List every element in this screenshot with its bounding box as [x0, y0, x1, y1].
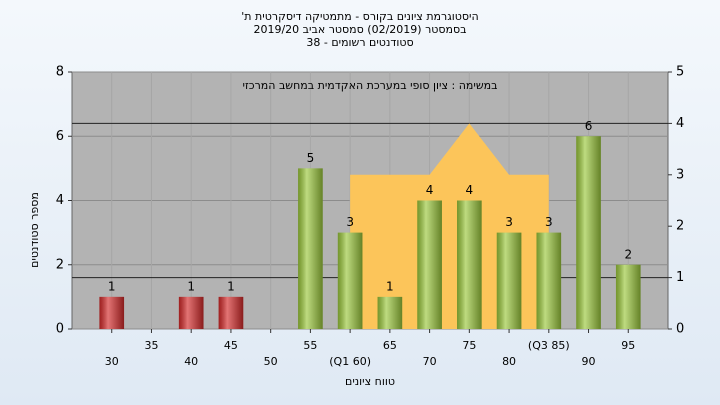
- bar-shade: [536, 232, 562, 329]
- data-label: 4: [466, 183, 474, 197]
- bar-shade: [377, 296, 403, 329]
- data-label: 1: [227, 279, 235, 293]
- x-axis-label: טווח ציונים: [345, 375, 395, 388]
- y-tick-label: 2: [56, 257, 64, 272]
- y-tick-label: 0: [56, 322, 64, 337]
- bar-shade: [457, 200, 482, 329]
- bar-shade: [178, 296, 204, 329]
- x-tick-label: (Q1 60): [329, 355, 371, 368]
- chart-title: היסטוגרמת ציונים בקורס - מתמטיקה דיסקרטי…: [241, 10, 478, 23]
- bar-shade: [337, 232, 363, 329]
- data-label: 2: [624, 247, 632, 261]
- annotation: במשימה : ציון סופי במערכת האקדמית במחשב …: [243, 79, 498, 92]
- y2-tick-label: 5: [676, 65, 684, 80]
- y-tick-label: 4: [56, 193, 64, 208]
- y-tick-label: 8: [56, 65, 64, 80]
- x-tick-label: 45: [224, 339, 238, 352]
- x-tick-label: 30: [105, 355, 119, 368]
- x-tick-label: 75: [462, 339, 476, 352]
- x-tick-label: 40: [184, 355, 198, 368]
- bar-shade: [218, 296, 244, 329]
- x-tick-label: 50: [264, 355, 278, 368]
- data-label: 3: [346, 215, 354, 229]
- x-tick-label: 90: [582, 355, 596, 368]
- bar-shade: [615, 264, 641, 329]
- bar-shade: [298, 168, 323, 329]
- bar-shade: [496, 232, 522, 329]
- y2-tick-label: 0: [676, 322, 684, 337]
- x-tick-label: 55: [303, 339, 317, 352]
- x-tick-label: 70: [423, 355, 437, 368]
- data-label: 3: [505, 215, 513, 229]
- x-tick-label: 35: [144, 339, 158, 352]
- bar-shade: [99, 296, 125, 329]
- x-tick-label: 95: [621, 339, 635, 352]
- data-label: 6: [585, 119, 593, 133]
- y2-tick-label: 4: [676, 116, 684, 131]
- data-label: 1: [108, 279, 116, 293]
- y-axis-label: מספר סטודנטים: [28, 192, 41, 268]
- y2-tick-label: 3: [676, 167, 684, 182]
- bar-shade: [417, 200, 442, 329]
- x-tick-label: 80: [502, 355, 516, 368]
- y-tick-label: 6: [56, 129, 64, 144]
- data-label: 5: [307, 151, 315, 165]
- chart-subtitle: בסמסטר (02/2019) סמסטר אביב 2019/20: [253, 23, 466, 36]
- data-label: 1: [187, 279, 195, 293]
- x-tick-label: 65: [383, 339, 397, 352]
- y2-tick-label: 1: [676, 270, 684, 285]
- chart-subtitle: סטודנטים רשומים - 38: [306, 36, 413, 49]
- data-label: 3: [545, 215, 553, 229]
- data-label: 1: [386, 279, 394, 293]
- bar-shade: [576, 136, 601, 329]
- x-tick-label: (Q3 85): [528, 339, 570, 352]
- y2-tick-label: 2: [676, 219, 684, 234]
- data-label: 4: [426, 183, 434, 197]
